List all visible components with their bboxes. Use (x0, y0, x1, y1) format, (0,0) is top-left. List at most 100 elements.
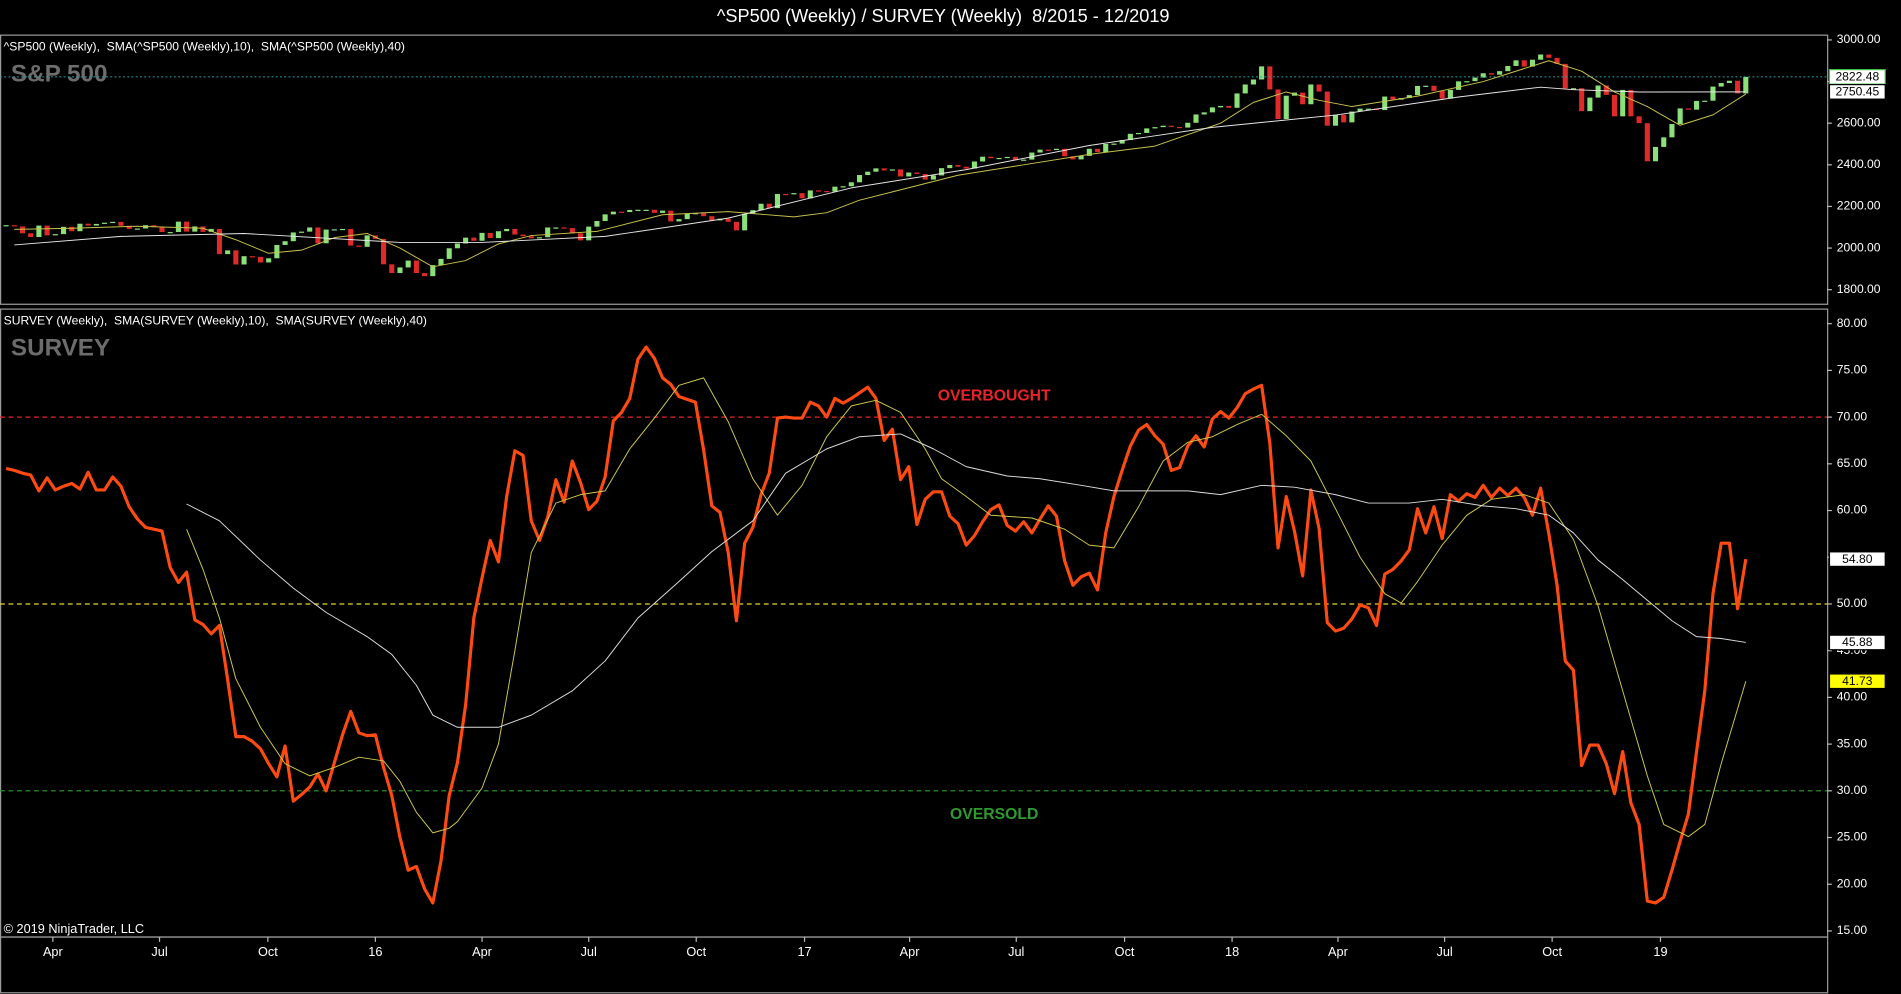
y-tick-label: 30.00 (1837, 783, 1868, 797)
candle (331, 229, 337, 231)
candle (1259, 66, 1265, 80)
candle (1447, 89, 1453, 99)
candle (397, 267, 403, 274)
y-tick-label: 35.00 (1837, 736, 1868, 750)
candle (1521, 60, 1527, 67)
candle (1480, 73, 1486, 78)
candle (947, 165, 953, 169)
candle (1209, 107, 1215, 113)
candle (815, 190, 822, 192)
candle (438, 258, 444, 266)
y-tick-label: 2600.00 (1837, 115, 1881, 129)
candle (487, 232, 493, 239)
candle (389, 264, 395, 274)
candle (709, 216, 715, 221)
candle (569, 228, 575, 234)
candle (454, 243, 460, 249)
candle (791, 193, 797, 195)
candle (996, 157, 1002, 160)
candle (898, 169, 904, 177)
candle (1464, 81, 1470, 83)
candle (405, 260, 411, 268)
candle (1300, 92, 1306, 105)
last-value-box (1828, 83, 1886, 100)
y-tick-label: 60.00 (1837, 503, 1868, 517)
candle (660, 210, 666, 213)
x-tick-label: Oct (258, 944, 278, 959)
candle (1677, 108, 1683, 125)
candle (528, 236, 534, 239)
candle (1710, 86, 1716, 101)
candle (422, 273, 428, 277)
candle (200, 226, 206, 232)
candle (249, 256, 255, 258)
candle (824, 191, 830, 193)
candle (577, 233, 584, 241)
candle (1694, 100, 1700, 110)
candle (1628, 89, 1634, 117)
candle (586, 226, 592, 241)
candle (1144, 128, 1150, 133)
candle (1718, 83, 1724, 87)
candle (873, 168, 879, 172)
candle (1267, 66, 1273, 90)
candle (725, 218, 731, 222)
candle (1341, 114, 1347, 123)
candle (553, 227, 559, 229)
candle (906, 172, 912, 177)
candle (413, 260, 419, 274)
candle (1661, 137, 1667, 147)
candle (643, 209, 649, 211)
candle (1505, 65, 1511, 72)
candle (36, 225, 42, 238)
candle (1365, 108, 1371, 110)
candle (848, 182, 854, 187)
candle (1743, 76, 1749, 94)
candle (504, 228, 510, 232)
candle (1250, 79, 1256, 85)
candle (742, 213, 748, 231)
x-tick-label: Jul (151, 944, 167, 959)
candle (479, 232, 485, 241)
candle (315, 227, 321, 244)
y-tick-label: 2000.00 (1837, 240, 1881, 254)
candle (323, 229, 329, 244)
candle (1587, 97, 1593, 112)
candle (1127, 133, 1133, 141)
y-tick-label: 70.00 (1837, 409, 1868, 423)
candle (1620, 89, 1626, 117)
candle (733, 221, 739, 231)
candle (266, 258, 272, 263)
candle (1226, 105, 1232, 108)
copyright: © 2019 NinjaTrader, LLC (4, 921, 144, 936)
candle (102, 222, 108, 224)
candle (52, 234, 58, 236)
y-tick-label: 15.00 (1837, 923, 1868, 937)
candle (1488, 73, 1494, 75)
candle (1168, 125, 1174, 127)
watermark: SURVEY (11, 335, 110, 362)
candle (618, 211, 625, 213)
candle (627, 209, 633, 213)
candle (381, 238, 387, 265)
candle (1472, 77, 1478, 82)
candle (799, 193, 805, 199)
candle (692, 213, 698, 215)
panel-header: SURVEY (Weekly), SMA(SURVEY (Weekly),10)… (4, 313, 427, 327)
candle (1103, 144, 1109, 153)
candle (1308, 84, 1314, 105)
candle (594, 221, 600, 227)
candle (1332, 114, 1339, 126)
candle (1702, 100, 1708, 102)
candle (1045, 149, 1051, 151)
candle (1135, 132, 1142, 135)
candle (60, 226, 67, 235)
candle (184, 221, 190, 232)
last-value-label: 45.88 (1842, 635, 1873, 649)
x-tick-label: Apr (900, 944, 921, 959)
candle (1193, 114, 1199, 123)
y-tick-label: 1800.00 (1837, 282, 1881, 296)
panel-header: ^SP500 (Weekly), SMA(^SP500 (Weekly),10)… (4, 39, 405, 53)
candle (955, 165, 961, 167)
